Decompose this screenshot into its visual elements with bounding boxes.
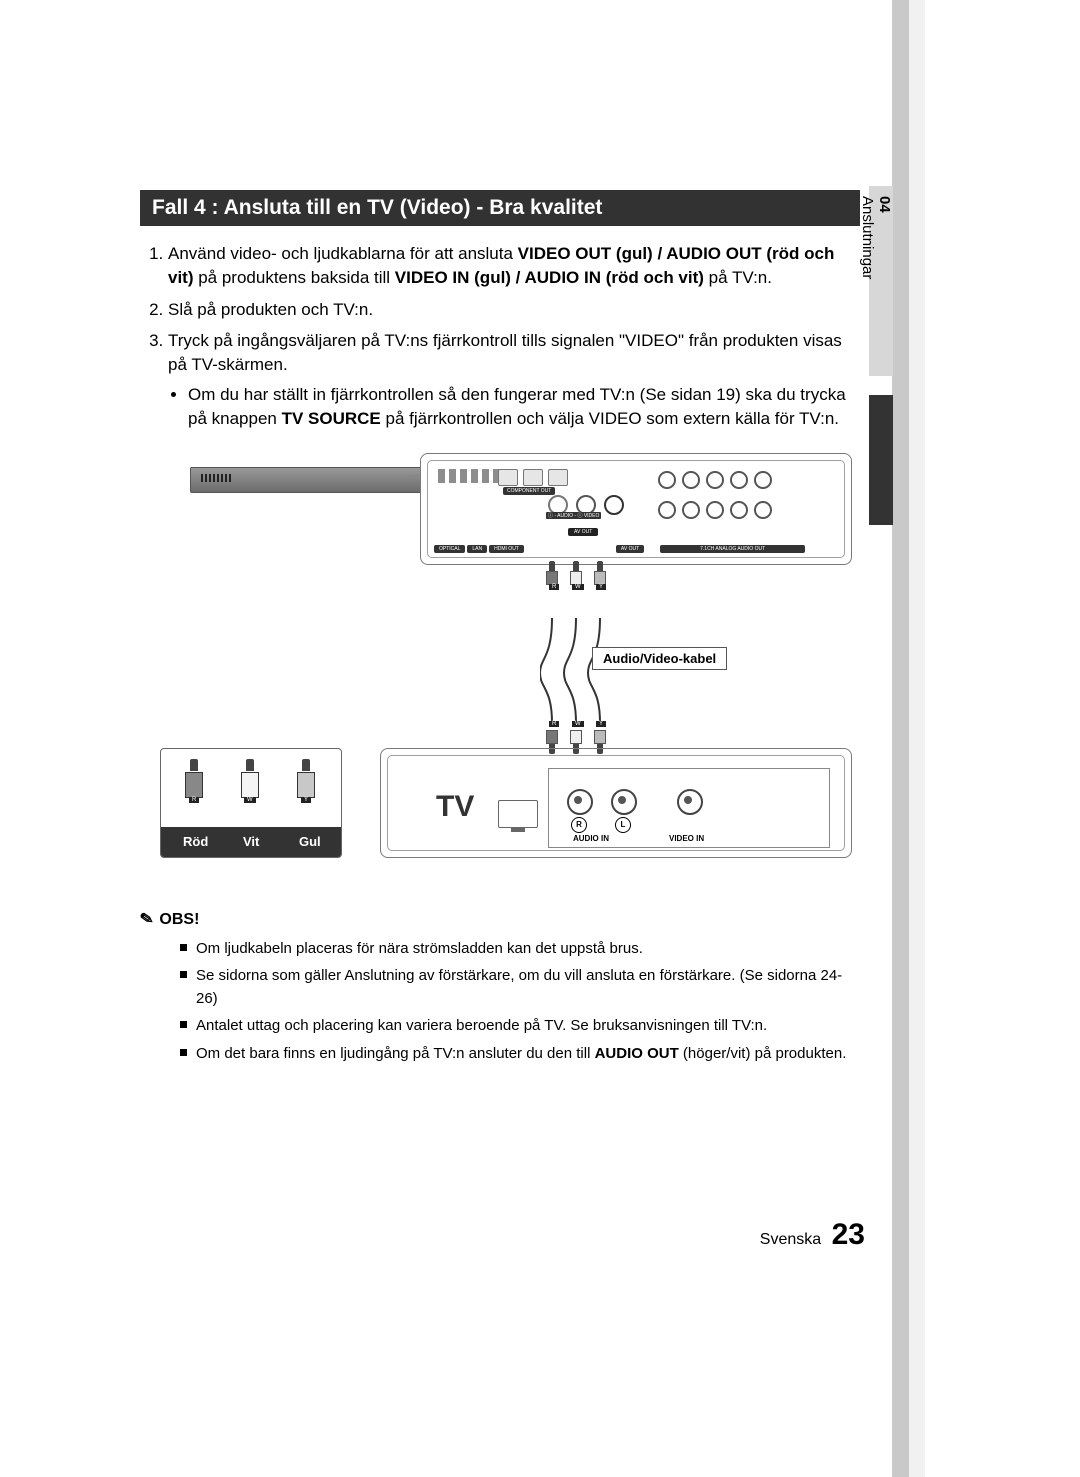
key-plug-yellow: [295, 759, 317, 798]
tv-l-label: L: [615, 817, 631, 833]
note-3: Antalet uttag och placering kan variera …: [180, 1014, 860, 1037]
content-area: Fall 4 : Ansluta till en TV (Video) - Br…: [140, 190, 860, 1069]
label-w2: W: [572, 721, 584, 727]
page: 04 Anslutningar Fall 4 : Ansluta till en…: [0, 0, 1080, 1477]
section-title: Fall 4 : Ansluta till en TV (Video) - Br…: [140, 190, 860, 226]
analog-out-row2: [658, 501, 772, 519]
video-in-label: VIDEO IN: [669, 834, 704, 843]
label-w: W: [572, 584, 584, 590]
gutter-shadow: [892, 0, 910, 1477]
step-3: Tryck på ingångsväljaren på TV:ns fjärrk…: [168, 329, 860, 430]
tv-label: TV: [436, 790, 474, 824]
cable-curve: [540, 618, 615, 723]
note-4: Om det bara finns en ljudingång på TV:n …: [180, 1042, 860, 1065]
key-plug-red: [183, 759, 205, 798]
step-3-sub: Om du har ställt in fjärrkontrollen så d…: [188, 383, 860, 431]
note-1: Om ljudkabeln placeras för nära strömsla…: [180, 937, 860, 960]
footer-lang: Svenska: [760, 1231, 821, 1248]
tv-jack-panel: R L AUDIO IN VIDEO IN: [548, 768, 830, 848]
label-r2: R: [549, 721, 559, 727]
label-r: R: [549, 584, 559, 590]
key-plug-white: [239, 759, 261, 798]
page-footer: Svenska 23: [0, 1218, 865, 1252]
step-1: Använd video- och ljudkablarna för att a…: [168, 242, 860, 290]
audio-video-small-label: ⓘ - AUDIO - ⓘ VIDEO: [546, 512, 601, 519]
page-number: 23: [832, 1218, 865, 1251]
side-tab-dark: [869, 395, 893, 525]
label-y2: Y: [596, 721, 606, 727]
cable-color-key: R W Y Röd Vit Gul: [160, 748, 342, 858]
connection-diagram: COMPONENT OUT ⓘ - AUDIO - ⓘ VIDEO AV OUT…: [160, 453, 860, 893]
tv-icon: [498, 800, 538, 828]
key-white: Vit: [243, 834, 259, 849]
audio-in-label: AUDIO IN: [573, 834, 609, 843]
cable-label: Audio/Video-kabel: [592, 647, 727, 670]
avout-label: AV OUT: [568, 528, 598, 536]
notes-list: Om ljudkabeln placeras för nära strömsla…: [180, 937, 860, 1065]
player-back-panel: COMPONENT OUT ⓘ - AUDIO - ⓘ VIDEO AV OUT…: [420, 453, 852, 565]
step-3-sublist: Om du har ställt in fjärrkontrollen så d…: [188, 383, 860, 431]
notes-section: ✎OBS! Om ljudkabeln placeras för nära st…: [140, 909, 860, 1065]
step-list: Använd video- och ljudkablarna för att a…: [168, 242, 860, 431]
notes-heading: ✎OBS!: [140, 909, 860, 929]
panel-inner: COMPONENT OUT ⓘ - AUDIO - ⓘ VIDEO AV OUT…: [427, 460, 845, 558]
chapter-number: 04: [876, 196, 893, 364]
side-tab: 04 Anslutningar: [869, 186, 893, 376]
key-yellow: Gul: [299, 834, 321, 849]
tv-audio-l: [611, 789, 637, 815]
player-front-icon: [190, 467, 422, 493]
component-ports: [498, 469, 568, 486]
note-2: Se sidorna som gäller Anslutning av förs…: [180, 964, 860, 1011]
tv-panel: TV R L AUDIO IN VIDEO IN: [380, 748, 852, 858]
key-red: Röd: [183, 834, 208, 849]
component-label: COMPONENT OUT: [503, 487, 555, 495]
gutter-light: [909, 0, 925, 1477]
analog-out-row1: [658, 471, 772, 489]
step-2: Slå på produkten och TV:n.: [168, 298, 860, 322]
note-icon: ✎: [138, 908, 155, 930]
chapter-title: Anslutningar: [859, 196, 876, 279]
tv-video-in: [677, 789, 703, 815]
tv-audio-r: [567, 789, 593, 815]
tv-r-label: R: [571, 817, 587, 833]
label-y: Y: [596, 584, 606, 590]
bottom-port-labels: OPTICAL LAN HDMI OUT AV OUT 7.1CH ANALOG…: [434, 545, 805, 553]
